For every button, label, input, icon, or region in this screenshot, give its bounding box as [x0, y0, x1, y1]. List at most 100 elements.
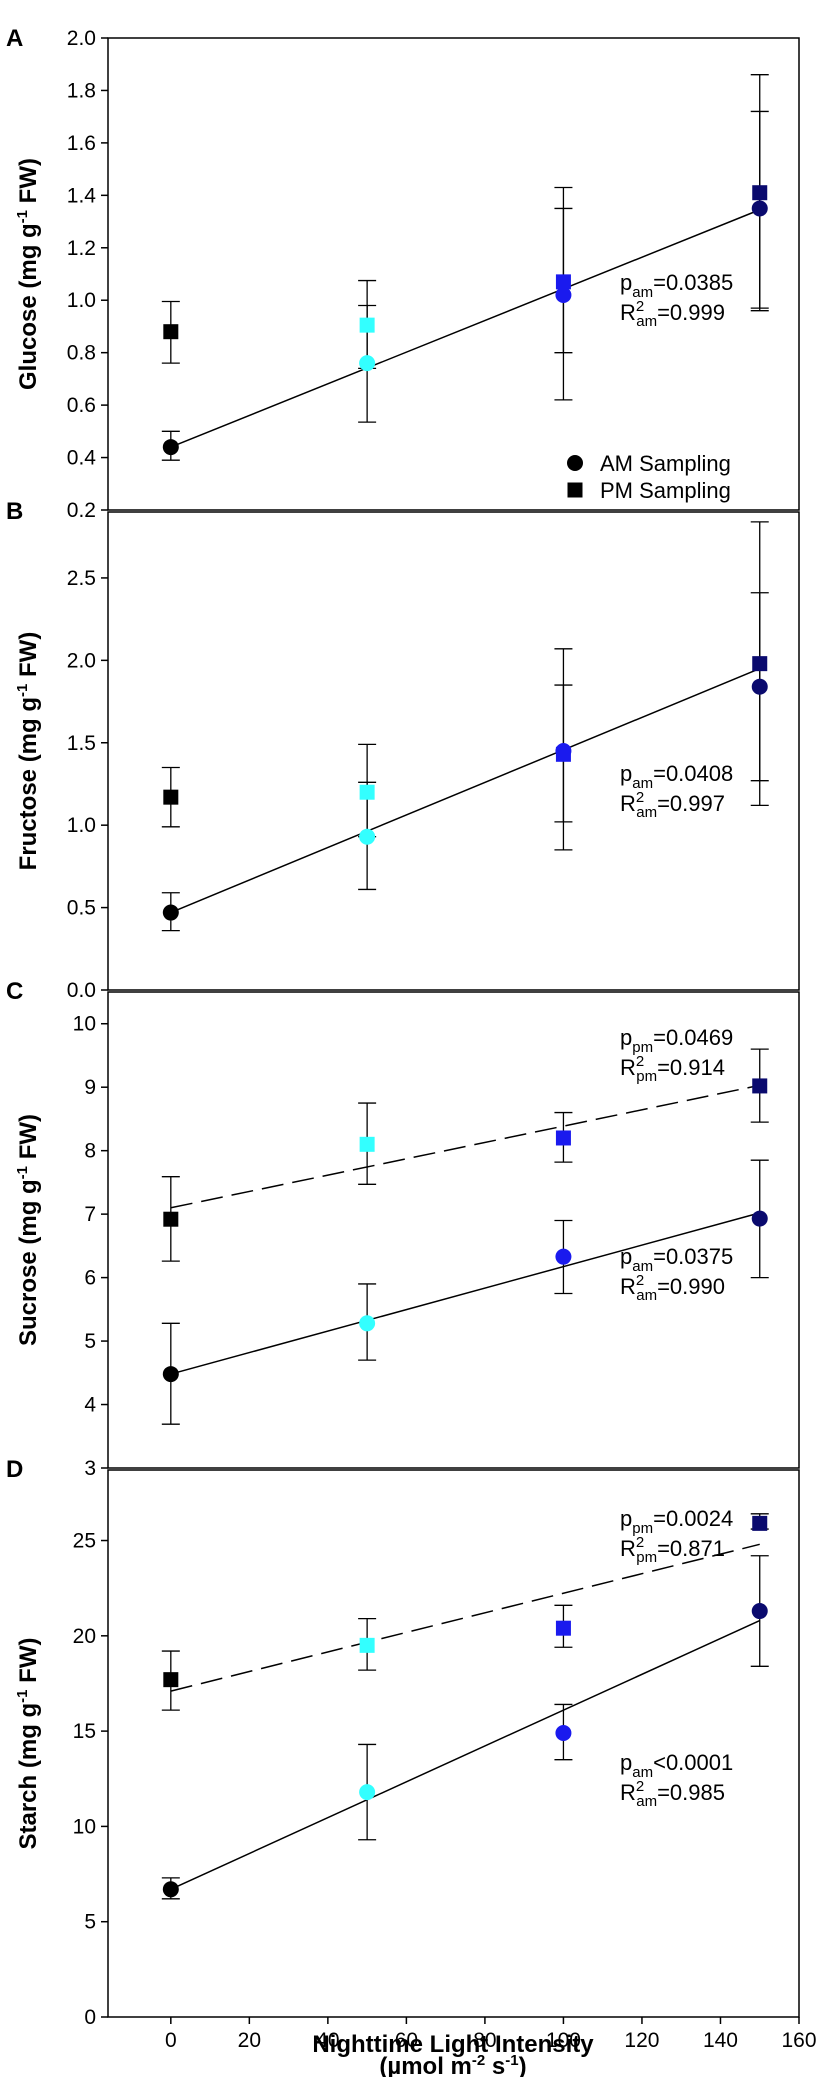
y-tick-label: 0.0 — [67, 979, 96, 1002]
pm-data-point — [359, 784, 375, 800]
r-value: =0.997 — [657, 791, 725, 816]
p-symbol: p — [620, 1244, 632, 1269]
x-units-sup: -2 — [472, 2052, 485, 2069]
r-superscript: 2 — [636, 1778, 644, 1795]
p-value-annotation: pam=0.0408 — [620, 761, 733, 792]
r-value: =0.999 — [657, 300, 725, 325]
p-subscript: am — [632, 1764, 653, 1781]
y-tick-label: 20 — [73, 1625, 96, 1648]
am-data-point — [162, 904, 179, 921]
x-tick-label: 20 — [238, 2029, 261, 2052]
am-data-point — [162, 1366, 179, 1383]
r-superscript: 2 — [636, 1053, 644, 1070]
p-value-annotation: pam=0.0385 — [620, 270, 733, 301]
p-value-annotation: ppm=0.0469 — [620, 1025, 733, 1056]
y-tick-label: 1.4 — [67, 184, 97, 207]
pm-data-point — [555, 274, 571, 290]
r-subscript: pm — [636, 1549, 657, 1566]
y-axis-label-text: Glucose (mg g — [15, 223, 42, 390]
y-tick-label: 0 — [84, 2006, 96, 2029]
y-tick-label: 1.5 — [67, 732, 96, 755]
am-data-point — [555, 743, 572, 759]
r-symbol: R — [620, 1780, 636, 1805]
x-units-sup: -1 — [505, 2052, 518, 2069]
x-tick-label: 140 — [703, 2029, 738, 2052]
x-tick-label: 100 — [546, 2029, 581, 2052]
am-data-point — [751, 1210, 768, 1227]
am-fit-line — [170, 1619, 761, 1890]
p-symbol: p — [620, 1506, 632, 1531]
am-data-point — [555, 286, 572, 303]
am-data-point — [359, 828, 376, 845]
p-value-annotation: ppm=0.0024 — [620, 1506, 733, 1537]
y-tick-label: 8 — [84, 1140, 96, 1163]
y-tick-label: 0.2 — [67, 499, 96, 522]
y-axis-label-suffix: FW) — [15, 1114, 42, 1166]
y-tick-label: 10 — [73, 1013, 96, 1036]
panel-letter: B — [6, 498, 23, 525]
plot-frame — [107, 511, 800, 991]
y-axis-label: Fructose (mg g-1 FW) — [14, 632, 42, 871]
y-axis-label: Sucrose (mg g-1 FW) — [14, 1114, 42, 1346]
y-tick-label: 2.5 — [67, 567, 96, 590]
r-squared-annotation: R2 am=0.985 — [620, 1778, 725, 1810]
panel-letter: A — [6, 25, 23, 52]
y-axis-label-sup: -1 — [14, 1689, 31, 1702]
x-units-mid: s — [485, 2053, 505, 2077]
x-axis-units: (µmol m-2 s-1) — [379, 2052, 526, 2077]
x-tick-label: 160 — [781, 2029, 816, 2052]
p-value: =0.0375 — [653, 1244, 733, 1269]
r-squared-annotation: R2 am=0.997 — [620, 789, 725, 821]
r-subscript: am — [636, 1287, 657, 1304]
r-subscript: am — [636, 313, 657, 330]
r-subscript: am — [636, 1793, 657, 1810]
y-tick-label: 9 — [84, 1076, 96, 1099]
r-value: =0.985 — [657, 1780, 725, 1805]
p-value-annotation: pam=0.0375 — [620, 1244, 733, 1275]
x-tick-label: 120 — [624, 2029, 659, 2052]
y-tick-label: 5 — [84, 1911, 96, 1934]
p-value-annotation: pam<0.0001 — [620, 1750, 733, 1781]
y-tick-label: 2.0 — [67, 27, 96, 50]
p-value: <0.0001 — [653, 1750, 733, 1775]
y-tick-label: 15 — [73, 1720, 96, 1743]
r-subscript: am — [636, 804, 657, 821]
y-axis-label-suffix: FW) — [15, 158, 42, 210]
panel-B: B 0.0 0.5 1.0 1.5 2.0 2.5 Fructose (mg g-1 FW) p… — [6, 498, 800, 1002]
am-data-point — [162, 1881, 179, 1898]
r-superscript: 2 — [636, 1272, 644, 1289]
p-value: =0.0024 — [653, 1506, 733, 1531]
am-data-point — [359, 1315, 376, 1332]
y-tick-label: 1.8 — [67, 79, 96, 102]
r-superscript: 2 — [636, 1534, 644, 1551]
y-axis-label-suffix: FW) — [15, 1637, 42, 1689]
y-tick-label: 0.8 — [67, 342, 96, 365]
r-symbol: R — [620, 300, 636, 325]
y-tick-label: 1.6 — [67, 132, 96, 155]
p-subscript: am — [632, 1258, 653, 1275]
plot-frame — [107, 991, 800, 1469]
r-value: =0.990 — [657, 1274, 725, 1299]
p-value: =0.0408 — [653, 761, 733, 786]
pm-data-point — [359, 317, 375, 333]
pm-data-point — [163, 324, 179, 340]
x-units-text: (µmol m — [379, 2053, 472, 2077]
y-axis-label-text: Sucrose (mg g — [15, 1179, 42, 1346]
y-tick-label: 25 — [73, 1530, 96, 1553]
x-tick-label: 60 — [395, 2029, 418, 2052]
p-subscript: pm — [632, 1039, 653, 1056]
pm-fit-line — [170, 1543, 760, 1692]
p-symbol: p — [620, 270, 632, 295]
am-data-point — [751, 1603, 768, 1620]
r-squared-annotation: R2 pm=0.914 — [620, 1053, 725, 1085]
y-axis-label-text: Fructose (mg g — [15, 697, 42, 870]
pm-data-point — [163, 1672, 179, 1688]
y-tick-label: 6 — [84, 1267, 96, 1290]
p-subscript: pm — [632, 1520, 653, 1537]
y-tick-label: 7 — [84, 1203, 96, 1226]
legend-pm-label: PM Sampling — [600, 478, 731, 503]
r-superscript: 2 — [636, 789, 644, 806]
